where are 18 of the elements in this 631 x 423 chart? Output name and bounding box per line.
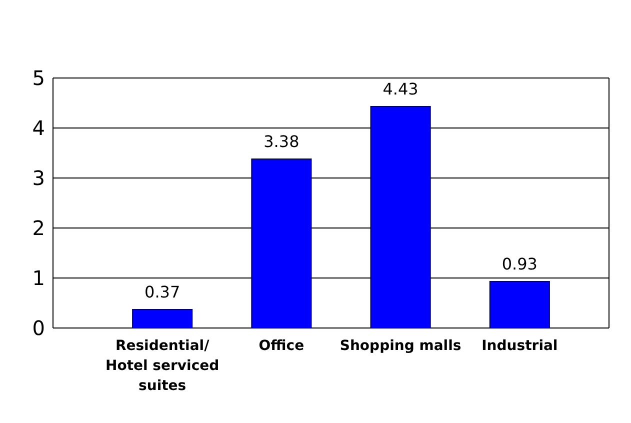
y-tick-label: 4 bbox=[32, 116, 45, 140]
bar bbox=[370, 106, 431, 328]
data-label: 4.43 bbox=[382, 80, 418, 98]
data-label: 3.38 bbox=[264, 132, 300, 151]
x-tick-label: Shopping malls bbox=[340, 338, 462, 354]
bar bbox=[489, 281, 550, 328]
y-tick-label: 5 bbox=[32, 66, 45, 90]
y-tick-label: 0 bbox=[32, 316, 45, 340]
x-tick-label: Industrial bbox=[482, 338, 558, 354]
data-label: 0.93 bbox=[502, 254, 538, 274]
x-tick-label: Residential/ Hotel serviced suites bbox=[105, 338, 220, 394]
y-tick-label: 3 bbox=[32, 166, 45, 190]
y-tick-label: 2 bbox=[32, 216, 45, 240]
bar bbox=[132, 309, 193, 328]
x-tick-label: Office bbox=[258, 338, 304, 354]
bar bbox=[251, 158, 312, 328]
data-label: 0.37 bbox=[144, 282, 180, 302]
y-tick-label: 1 bbox=[32, 266, 45, 290]
